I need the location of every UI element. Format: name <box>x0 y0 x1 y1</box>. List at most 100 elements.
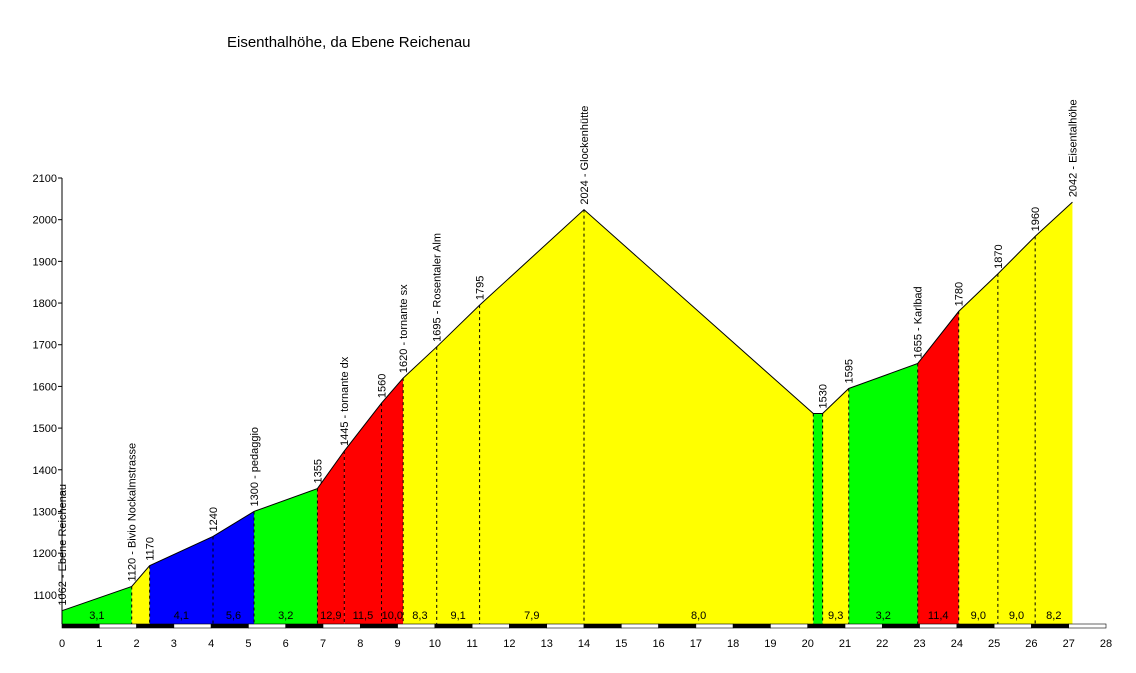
profile-segment-fill <box>381 378 404 624</box>
y-tick-label: 1600 <box>33 381 57 393</box>
profile-segment-fill <box>317 451 345 624</box>
gradient-label: 9,0 <box>971 610 986 622</box>
waypoint-label: 1595 <box>844 359 856 383</box>
x-tick-label: 3 <box>171 638 177 650</box>
x-axis-km-bar <box>695 623 734 629</box>
waypoint-label: 2024 - Glockenhütte <box>579 106 591 205</box>
profile-segment-fill <box>1035 202 1073 624</box>
x-axis-km-bar <box>732 623 771 629</box>
y-tick-label: 1900 <box>33 256 57 268</box>
x-axis-km-bar <box>210 623 249 629</box>
x-tick-label: 17 <box>690 638 702 650</box>
x-axis-km-bar <box>770 623 809 629</box>
profile-segment-fill <box>62 586 132 624</box>
gradient-label: 8,3 <box>412 610 427 622</box>
y-tick-label: 1100 <box>33 590 57 602</box>
x-axis-km-bar <box>993 623 1032 629</box>
y-tick-label: 1500 <box>33 423 57 435</box>
x-tick-label: 14 <box>578 638 590 650</box>
waypoint-label: 1240 <box>208 507 220 531</box>
gradient-label: 3,2 <box>278 610 293 622</box>
x-axis-km-bar <box>844 623 883 629</box>
waypoint-label: 1560 <box>377 374 389 398</box>
y-tick-label: 1200 <box>33 548 57 560</box>
x-tick-label: 25 <box>988 638 1000 650</box>
gradient-label: 12,9 <box>320 610 341 622</box>
x-axis-km-bar <box>546 623 585 629</box>
x-axis-km-bar <box>322 623 361 629</box>
gradient-label: 3,1 <box>89 610 104 622</box>
y-tick-label: 1800 <box>33 298 57 310</box>
profile-segment-fill <box>403 346 437 624</box>
y-tick-label: 1700 <box>33 340 57 352</box>
profile-segment-fill <box>813 413 823 624</box>
x-tick-label: 21 <box>839 638 851 650</box>
waypoint-label: 1780 <box>954 282 966 306</box>
waypoint-label: 1355 <box>312 459 324 483</box>
x-tick-label: 27 <box>1063 638 1075 650</box>
x-axis-km-bar <box>807 623 846 629</box>
profile-segment-fill <box>254 488 318 624</box>
x-tick-label: 22 <box>876 638 888 650</box>
x-tick-label: 11 <box>466 638 477 650</box>
waypoint-label: 1655 - Karlbad <box>913 286 925 358</box>
y-tick-label: 1300 <box>33 506 57 518</box>
gradient-label: 11,4 <box>928 610 949 622</box>
x-axis-km-bar <box>136 623 175 629</box>
profile-outline <box>61 201 1073 612</box>
x-tick-label: 28 <box>1100 638 1112 650</box>
y-tick-label: 2100 <box>33 173 57 185</box>
gradient-label: 3,2 <box>876 610 891 622</box>
x-tick-label: 15 <box>615 638 627 650</box>
waypoint-label: 1695 - Rosentaler Alm <box>432 233 444 342</box>
x-axis-km-bar <box>471 623 510 629</box>
y-tick-label: 1400 <box>33 465 57 477</box>
profile-segment-fill <box>997 236 1036 624</box>
waypoint-label: 1795 <box>475 276 487 300</box>
waypoint-label: 1960 <box>1030 207 1042 231</box>
x-tick-label: 18 <box>727 638 739 650</box>
waypoint-label: 2042 - Eisentalhöhe <box>1067 99 1079 197</box>
waypoint-label: 1445 - tornante dx <box>339 356 351 446</box>
gradient-label: 8,2 <box>1046 610 1061 622</box>
profile-segment-fill <box>131 565 150 624</box>
x-tick-label: 7 <box>320 638 326 650</box>
gradient-label: 10,0 <box>382 610 403 622</box>
gradient-label: 11,5 <box>353 610 374 622</box>
profile-segment-fill <box>848 363 918 624</box>
x-axis-km-bar <box>1031 623 1070 629</box>
x-axis-km-bar <box>434 623 473 629</box>
x-tick-label: 26 <box>1025 638 1037 650</box>
gradient-label: 5,6 <box>226 610 241 622</box>
x-tick-label: 4 <box>208 638 214 650</box>
x-tick-label: 2 <box>134 638 140 650</box>
profile-segment-fill <box>344 403 382 624</box>
x-tick-label: 12 <box>503 638 515 650</box>
profile-segment-fill <box>917 311 959 624</box>
profile-segment-fill <box>822 388 849 624</box>
x-tick-label: 19 <box>764 638 776 650</box>
profile-segment-fill <box>213 511 255 624</box>
x-tick-label: 16 <box>652 638 664 650</box>
gradient-label: 9,0 <box>1009 610 1024 622</box>
x-axis-km-bar <box>509 623 548 629</box>
chart-title: Eisenthalhöhe, da Ebene Reichenau <box>227 34 471 51</box>
gradient-label: 9,3 <box>828 610 843 622</box>
waypoint-label: 1530 <box>818 384 830 408</box>
waypoint-label: 1120 - Bivio Nockalmstrasse <box>127 443 139 582</box>
x-axis-km-bar <box>881 623 920 629</box>
x-tick-label: 0 <box>59 638 65 650</box>
waypoint-label: 1170 <box>145 537 157 561</box>
x-axis-km-bar <box>620 623 659 629</box>
x-axis-km-bar <box>359 623 398 629</box>
x-tick-label: 9 <box>395 638 401 650</box>
gradient-label: 4,1 <box>174 610 189 622</box>
x-tick-label: 1 <box>96 638 102 650</box>
waypoint-label: 1870 <box>993 244 1005 268</box>
x-axis-km-bar <box>98 623 137 629</box>
x-tick-label: 13 <box>541 638 553 650</box>
x-axis-km-bar <box>248 623 287 629</box>
x-axis-km-bar <box>285 623 324 629</box>
profile-segment-fill <box>584 209 814 624</box>
